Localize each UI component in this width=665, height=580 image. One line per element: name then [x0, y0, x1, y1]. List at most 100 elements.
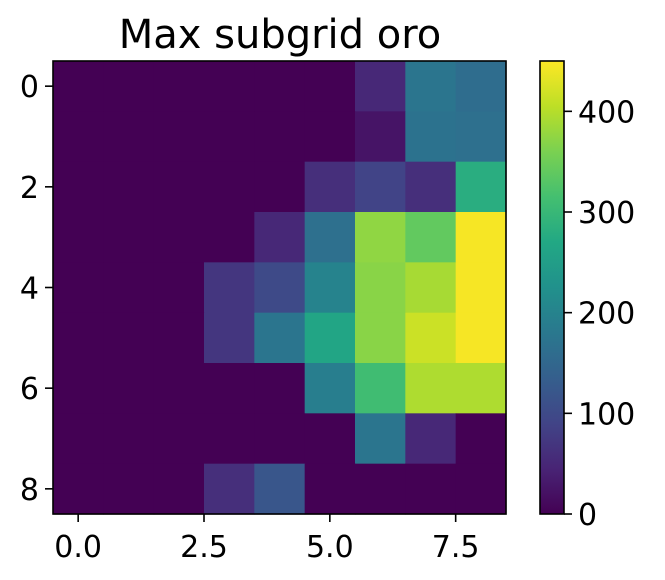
heatmap-cell: [153, 312, 205, 364]
heatmap-cell: [455, 212, 507, 263]
heatmap-cell: [204, 413, 255, 465]
heatmap-cell: [405, 413, 457, 465]
y-tick-label: 6: [20, 372, 39, 407]
heatmap-cell: [53, 111, 104, 163]
colorbar-tick-label: 100: [578, 397, 635, 432]
heatmap-cell: [204, 161, 255, 213]
heatmap-cell: [153, 363, 205, 414]
heatmap-cell: [53, 363, 104, 414]
heatmap-cell: [455, 312, 507, 364]
heatmap-cell: [405, 111, 457, 163]
heatmap-cell: [204, 262, 255, 314]
heatmap-cell: [254, 161, 306, 213]
heatmap-cell: [304, 111, 356, 163]
heatmap-cell: [254, 312, 306, 364]
heatmap-cell: [254, 262, 306, 314]
y-tick-label: 0: [20, 70, 39, 105]
heatmap-cell: [254, 61, 306, 112]
heatmap-cell: [204, 61, 255, 112]
heatmap-cell: [153, 161, 205, 213]
heatmap-cell: [304, 312, 356, 364]
colorbar-tick-label: 400: [578, 95, 635, 130]
heatmap-cell: [455, 413, 507, 465]
heatmap-cell: [103, 363, 155, 414]
y-tick-label: 8: [20, 473, 39, 508]
colorbar-axis: 0 100 200 300 400: [564, 95, 635, 533]
heatmap-cell: [204, 111, 255, 163]
heatmap-cell: [304, 61, 356, 112]
heatmap-cell: [204, 312, 255, 364]
heatmap-cell: [405, 312, 457, 364]
heatmap-cell: [355, 312, 406, 364]
heatmap-cell: [304, 363, 356, 414]
heatmap-cell: [103, 111, 155, 163]
heatmap-cell: [53, 312, 104, 364]
x-tick-label: 2.5: [180, 530, 228, 565]
colorbar-tick-label: 200: [578, 297, 635, 332]
heatmap-cell: [254, 413, 306, 465]
heatmap-cell: [355, 363, 406, 414]
heatmap-cell: [153, 463, 205, 515]
heatmap-cell: [304, 413, 356, 465]
heatmap-cells: [53, 61, 507, 515]
colorbar-tick-label: 0: [578, 498, 597, 533]
heatmap-cell: [405, 262, 457, 314]
y-tick-label: 4: [20, 272, 39, 307]
y-axis: 0 2 4 6 8: [20, 70, 53, 508]
heatmap-cell: [304, 463, 356, 515]
heatmap-cell: [103, 262, 155, 314]
heatmap-cell: [355, 161, 406, 213]
heatmap-cell: [254, 212, 306, 263]
heatmap-cell: [455, 463, 507, 515]
heatmap-cell: [355, 463, 406, 515]
heatmap-cell: [204, 212, 255, 263]
heatmap-cell: [53, 161, 104, 213]
heatmap-cell: [153, 212, 205, 263]
heatmap-cell: [204, 463, 255, 515]
heatmap-cell: [53, 463, 104, 515]
heatmap-cell: [254, 111, 306, 163]
heatmap-cell: [304, 212, 356, 263]
heatmap-cell: [103, 413, 155, 465]
colorbar-tick-label: 300: [578, 196, 635, 231]
heatmap-cell: [405, 61, 457, 112]
heatmap-cell: [405, 212, 457, 263]
heatmap-cell: [254, 463, 306, 515]
heatmap-cell: [153, 111, 205, 163]
heatmap-cell: [405, 463, 457, 515]
heatmap-cell: [355, 212, 406, 263]
x-tick-label: 0.0: [54, 530, 102, 565]
heatmap-cell: [455, 262, 507, 314]
heatmap-cell: [103, 212, 155, 263]
heatmap-cell: [355, 111, 406, 163]
heatmap-cell: [53, 262, 104, 314]
heatmap-cell: [153, 413, 205, 465]
heatmap-cell: [103, 161, 155, 213]
heatmap-cell: [53, 413, 104, 465]
heatmap-cell: [355, 413, 406, 465]
heatmap-cell: [405, 161, 457, 213]
heatmap-cell: [153, 61, 205, 112]
heatmap-cell: [53, 61, 104, 112]
heatmap-cell: [455, 363, 507, 414]
heatmap-cell: [455, 61, 507, 112]
heatmap-cell: [103, 312, 155, 364]
chart-title: Max subgrid oro: [119, 12, 442, 58]
heatmap-cell: [455, 111, 507, 163]
heatmap-cell: [153, 262, 205, 314]
heatmap-cell: [455, 161, 507, 213]
x-tick-label: 5.0: [306, 530, 354, 565]
heatmap-cell: [355, 262, 406, 314]
heatmap-cell: [304, 262, 356, 314]
heatmap-cell: [53, 212, 104, 263]
heatmap-cell: [355, 61, 406, 112]
heatmap-cell: [304, 161, 356, 213]
x-tick-label: 7.5: [432, 530, 480, 565]
heatmap-cell: [254, 363, 306, 414]
heatmap-cell: [103, 61, 155, 112]
heatmap-cell: [103, 463, 155, 515]
y-tick-label: 2: [20, 171, 39, 206]
heatmap-cell: [204, 363, 255, 414]
heatmap-cell: [405, 363, 457, 414]
